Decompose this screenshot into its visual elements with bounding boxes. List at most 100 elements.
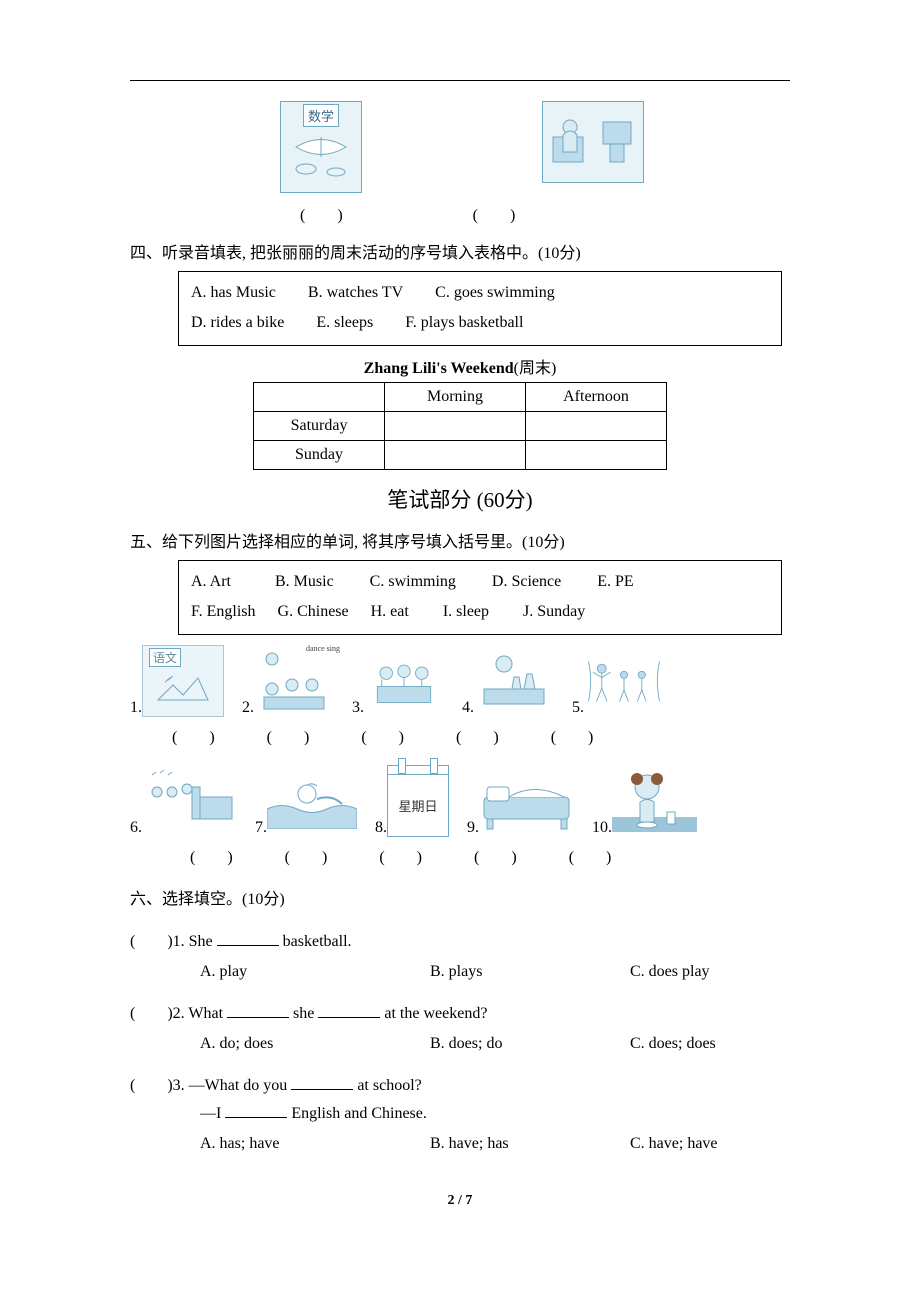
section5-blanks-row1: ( ) ( ) ( ) ( ) ( ) bbox=[172, 723, 790, 747]
img-5-pe bbox=[584, 647, 664, 717]
num-2: 2. bbox=[242, 699, 254, 717]
major-heading: 笔试部分 (60分) bbox=[130, 484, 790, 514]
img-8-sunday: 星期日 bbox=[387, 765, 449, 837]
section5-images-row2: 6. 7. bbox=[130, 765, 790, 837]
p5-7[interactable]: ( ) bbox=[285, 843, 328, 867]
q3-line2: —I English and Chinese. bbox=[200, 1105, 790, 1123]
weekend-table: Morning Afternoon Saturday Sunday bbox=[253, 382, 667, 470]
opt-4a: A. has Music bbox=[191, 278, 276, 308]
opt-5e: E. PE bbox=[597, 567, 633, 597]
image-math-book: 数学 bbox=[280, 101, 362, 193]
wk-sat-morn[interactable] bbox=[385, 411, 526, 440]
q1-b: B. plays bbox=[430, 963, 630, 981]
opt-4f: F. plays basketball bbox=[405, 308, 523, 338]
q1-c: C. does play bbox=[630, 963, 710, 981]
p5-9[interactable]: ( ) bbox=[474, 843, 517, 867]
q3-c: C. have; have bbox=[630, 1135, 718, 1153]
wk-h0 bbox=[254, 382, 385, 411]
img-9-sleep bbox=[479, 767, 574, 837]
q2-stem-b: she bbox=[289, 1005, 318, 1022]
section4-options: A. has Music B. watches TV C. goes swimm… bbox=[178, 271, 782, 346]
num-8: 8. bbox=[375, 819, 387, 837]
q3-blank1[interactable] bbox=[291, 1089, 353, 1090]
q1-blank[interactable] bbox=[217, 945, 279, 946]
opt-4d: D. rides a bike bbox=[191, 308, 284, 338]
q2-b: B. does; do bbox=[430, 1035, 630, 1053]
num-3: 3. bbox=[352, 699, 364, 717]
opt-5b: B. Music bbox=[275, 567, 334, 597]
q2-choices: A. do; does B. does; do C. does; does bbox=[200, 1035, 790, 1053]
wk-h1: Morning bbox=[385, 382, 526, 411]
wk-sat-aft[interactable] bbox=[526, 411, 667, 440]
q3-a: A. has; have bbox=[200, 1135, 430, 1153]
img-4-science bbox=[474, 647, 554, 717]
p5-8[interactable]: ( ) bbox=[379, 843, 422, 867]
num-10: 10. bbox=[592, 819, 612, 837]
img-3-art bbox=[364, 647, 444, 717]
q3-l2-b: English and Chinese. bbox=[287, 1105, 427, 1122]
num-4: 4. bbox=[462, 699, 474, 717]
q3-blank2[interactable] bbox=[225, 1117, 287, 1118]
opt-5j: J. Sunday bbox=[523, 597, 585, 627]
p5-1[interactable]: ( ) bbox=[172, 723, 215, 747]
weekend-title-cn: (周末) bbox=[514, 360, 557, 377]
q2-c: C. does; does bbox=[630, 1035, 716, 1053]
section5-images-row1: 1. 语文 2. dance sing bbox=[130, 645, 790, 717]
img8-label: 星期日 bbox=[398, 796, 437, 815]
q2-blank1[interactable] bbox=[227, 1017, 289, 1018]
q1-stem-b: basketball. bbox=[279, 933, 352, 950]
img2-caption: dance sing bbox=[306, 645, 340, 653]
blank-1[interactable]: ( ) bbox=[300, 201, 343, 225]
opt-5g: G. Chinese bbox=[278, 597, 349, 627]
num-1: 1. bbox=[130, 699, 142, 717]
opt-5i: I. sleep bbox=[443, 597, 489, 627]
section5-blanks-row2: ( ) ( ) ( ) ( ) ( ) bbox=[190, 843, 790, 867]
p5-6[interactable]: ( ) bbox=[190, 843, 233, 867]
page-footer: 2 / 7 bbox=[130, 1193, 790, 1209]
q1: ( )1. She basketball. bbox=[130, 927, 790, 951]
num-9: 9. bbox=[467, 819, 479, 837]
wk-sun-aft[interactable] bbox=[526, 440, 667, 469]
num-5: 5. bbox=[572, 699, 584, 717]
section5-options: A. Art B. Music C. swimming D. Science E… bbox=[178, 560, 782, 635]
q2-blank2[interactable] bbox=[318, 1017, 380, 1018]
top-rule bbox=[130, 80, 790, 81]
wk-sun: Sunday bbox=[254, 440, 385, 469]
weekend-title: Zhang Lili's Weekend(周末) bbox=[130, 354, 790, 378]
p5-10[interactable]: ( ) bbox=[569, 843, 612, 867]
math-label: 数学 bbox=[303, 104, 339, 127]
num-7: 7. bbox=[255, 819, 267, 837]
q3-stem-b: at school? bbox=[353, 1077, 421, 1094]
opt-4b: B. watches TV bbox=[308, 278, 403, 308]
blank-2[interactable]: ( ) bbox=[473, 201, 516, 225]
q3-stem-a: ( )3. —What do you bbox=[130, 1077, 291, 1094]
q3-l2-a: —I bbox=[200, 1105, 225, 1122]
p5-2[interactable]: ( ) bbox=[267, 723, 310, 747]
q1-a: A. play bbox=[200, 963, 430, 981]
p5-5[interactable]: ( ) bbox=[551, 723, 594, 747]
wk-sat: Saturday bbox=[254, 411, 385, 440]
img1-label: 语文 bbox=[149, 648, 181, 667]
p5-3[interactable]: ( ) bbox=[361, 723, 404, 747]
opt-5c: C. swimming bbox=[370, 567, 456, 597]
opt-5h: H. eat bbox=[371, 597, 409, 627]
q1-stem-a: ( )1. She bbox=[130, 933, 217, 950]
image-watch-tv bbox=[542, 101, 644, 193]
q3-b: B. have; has bbox=[430, 1135, 630, 1153]
opt-5a: A. Art bbox=[191, 567, 231, 597]
p5-4[interactable]: ( ) bbox=[456, 723, 499, 747]
q3-choices: A. has; have B. have; has C. have; have bbox=[200, 1135, 790, 1153]
num-6: 6. bbox=[130, 819, 142, 837]
img-6-music bbox=[142, 767, 237, 837]
opt-4c: C. goes swimming bbox=[435, 278, 555, 308]
wk-sun-morn[interactable] bbox=[385, 440, 526, 469]
opt-4e: E. sleeps bbox=[316, 308, 373, 338]
section5-title: 五、给下列图片选择相应的单词, 将其序号填入括号里。(10分) bbox=[130, 528, 790, 552]
q2-stem-a: ( )2. What bbox=[130, 1005, 227, 1022]
q2-a: A. do; does bbox=[200, 1035, 430, 1053]
img-10-eat bbox=[612, 767, 697, 837]
wk-h2: Afternoon bbox=[526, 382, 667, 411]
opt-5f: F. English bbox=[191, 597, 256, 627]
img-2-music-class: dance sing bbox=[254, 647, 334, 717]
q2: ( )2. What she at the weekend? bbox=[130, 999, 790, 1023]
